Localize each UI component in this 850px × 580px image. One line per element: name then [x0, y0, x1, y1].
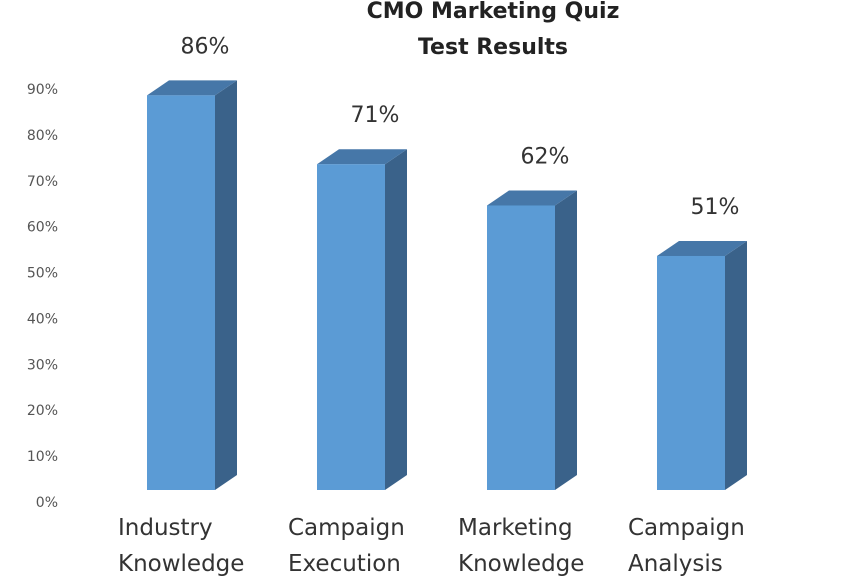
y-tick-label: 10%: [27, 449, 58, 465]
bar-top: [317, 149, 407, 165]
chart-title: CMO Marketing Quiz Test Results: [366, 0, 620, 60]
y-tick-label: 40%: [27, 311, 58, 327]
bar: [487, 205, 555, 490]
value-label: 86%: [181, 34, 230, 59]
y-tick-label: 20%: [27, 403, 58, 419]
bar-top: [657, 240, 747, 256]
y-tick-label: 30%: [27, 357, 58, 373]
value-label: 51%: [691, 195, 740, 220]
bar-top: [147, 80, 237, 96]
bar: [317, 164, 385, 490]
bar: [657, 255, 725, 490]
bar-side: [385, 149, 407, 490]
y-tick-label: 0%: [36, 495, 58, 511]
bar-side: [555, 190, 577, 490]
bar: [147, 95, 215, 490]
y-tick-label: 90%: [27, 82, 58, 98]
bar-side: [725, 240, 747, 490]
y-tick-label: 80%: [27, 128, 58, 144]
bar-side: [215, 80, 237, 490]
bar-top: [487, 190, 577, 206]
x-tick-label: Campaign Analysis: [628, 515, 745, 577]
value-label: 71%: [351, 103, 400, 128]
y-tick-label: 70%: [27, 174, 58, 190]
value-label: 62%: [521, 144, 570, 169]
y-tick-label: 60%: [27, 220, 58, 236]
y-tick-label: 50%: [27, 266, 58, 282]
x-tick-label: Campaign Execution: [288, 515, 405, 577]
x-tick-label: Marketing Knowledge: [458, 515, 585, 577]
x-tick-label: Industry Knowledge: [118, 515, 245, 577]
